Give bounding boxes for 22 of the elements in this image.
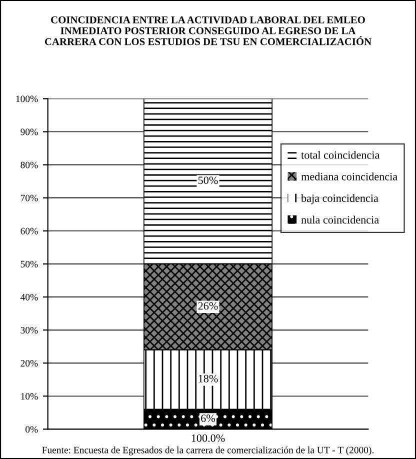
y-tick-label: 60% — [20, 228, 38, 234]
y-tick-label: 50% — [20, 260, 38, 268]
y-tick-label: 100% — [16, 96, 38, 102]
data-label: 18% — [198, 374, 218, 382]
x-tick-label: 100.0% — [192, 434, 225, 442]
legend-label: total coincidencia — [301, 150, 380, 159]
y-tick-label: 90% — [20, 128, 38, 136]
chart-title: COINCIDENCIA ENTRE LA ACTIVIDAD LABORAL DEL EMLEO INMEDIATO POSTERIOR CONSEGUIDO AL EGRESO DE LA CARRERA CON LOS ESTUDIOS DE TSU EN COMERCIALIZACIÓN — [44, 16, 372, 46]
y-tick-label: 40% — [20, 294, 38, 300]
legend-label: nula coincidencia — [301, 216, 379, 224]
data-label: 6% — [201, 414, 216, 422]
y-tick-label: 0% — [26, 426, 38, 433]
y-tick-label: 30% — [20, 326, 38, 334]
y-tick-label: 20% — [20, 360, 38, 367]
legend-label: baja coincidencia — [301, 194, 378, 204]
data-label: 50% — [198, 176, 218, 184]
data-label: 26% — [198, 302, 218, 310]
y-tick-label: 10% — [21, 393, 38, 400]
y-tick-label: 80% — [20, 162, 38, 168]
y-tick-label: 70% — [20, 194, 38, 202]
legend-label: mediana coincidencia — [301, 172, 398, 180]
source-note: Fuente: Encuesta de Egresados de la carrera de comercialización de la UT - T (2000). — [42, 446, 374, 456]
